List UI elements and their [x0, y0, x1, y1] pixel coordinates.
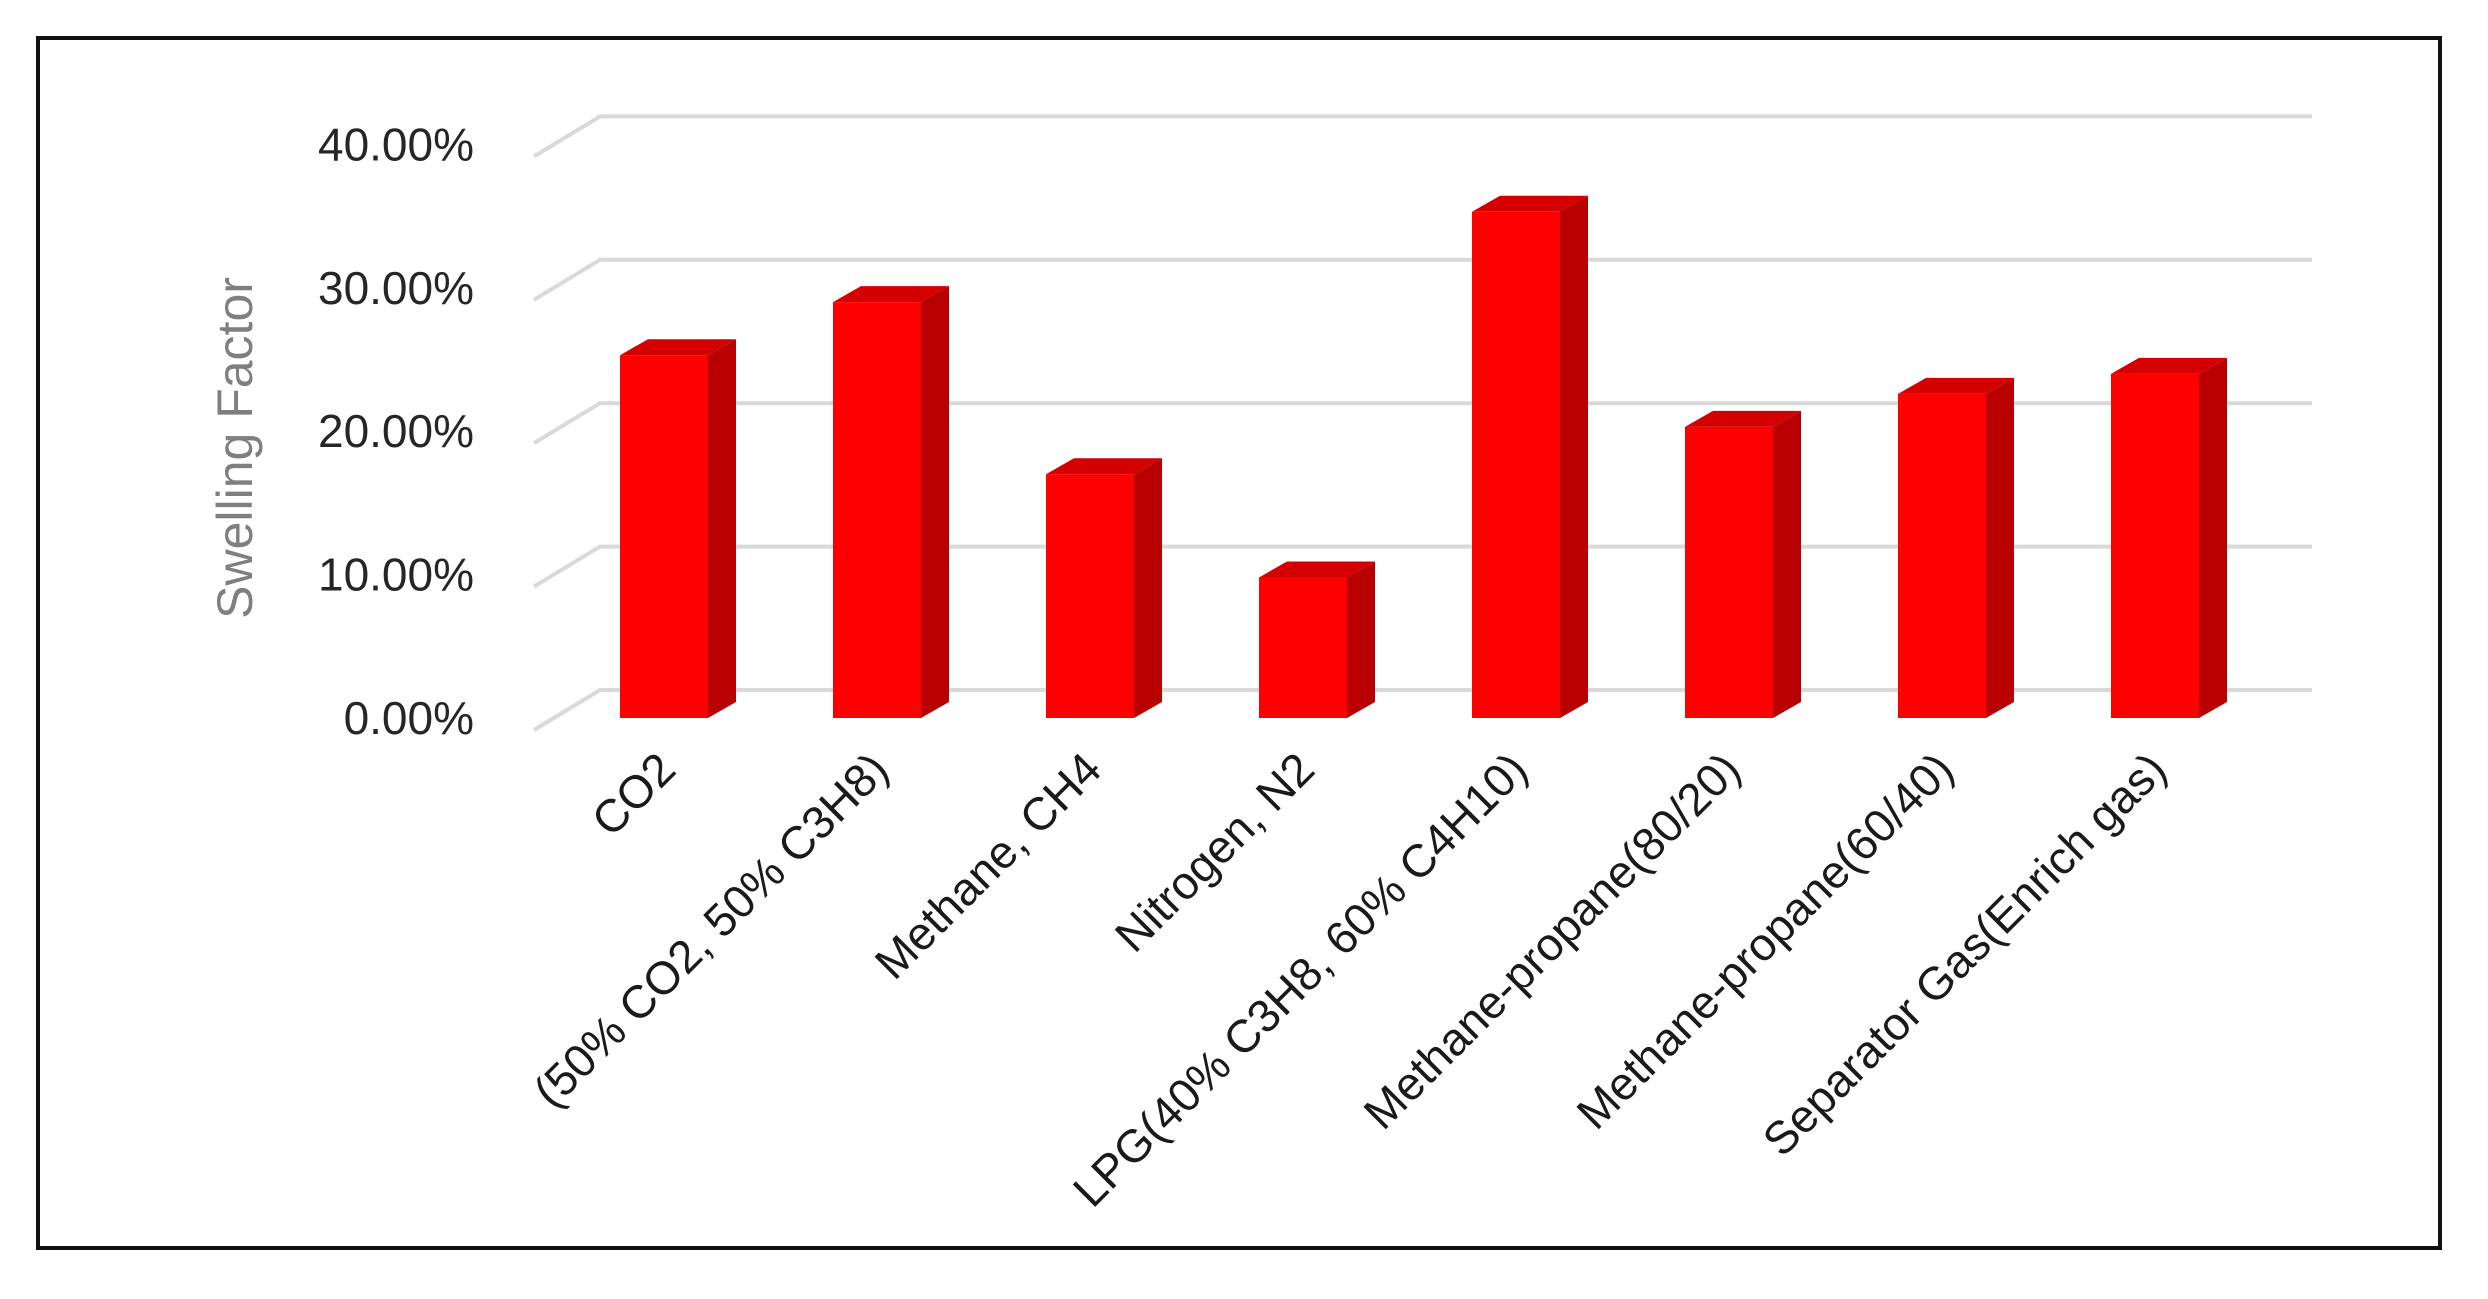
y-tick-label: 40.00% [318, 118, 474, 170]
bars [620, 195, 2227, 719]
bar-top [1898, 377, 2014, 394]
y-tick-label: 20.00% [318, 405, 474, 457]
gridline [532, 688, 2312, 732]
gridline [532, 401, 2312, 445]
bar [620, 339, 736, 718]
x-category-label: Methane-propane(80/20) [1353, 742, 1750, 1139]
bar-side [1560, 195, 1588, 719]
bar-front [1046, 474, 1134, 718]
x-category-label: (50% CO2, 50% C3H8) [523, 742, 898, 1117]
bar [1685, 410, 1801, 718]
gridline [532, 544, 2312, 589]
bar [1898, 377, 2014, 718]
bar-top [2111, 357, 2227, 374]
bar-top [1259, 561, 1375, 578]
x-category-label: Separator Gas(Enrich gas) [1752, 742, 2176, 1166]
bar-top [1685, 410, 1801, 427]
y-axis-title: Swelling Factor [207, 277, 263, 619]
gridlines [532, 114, 2312, 732]
bar [2111, 357, 2227, 718]
x-axis-categories: CO2(50% CO2, 50% C3H8)Methane, CH4Nitrog… [523, 742, 2176, 1216]
gridline [532, 257, 2312, 302]
bar-front [833, 302, 921, 718]
y-tick-label: 30.00% [318, 262, 474, 314]
bar-front [1685, 426, 1773, 718]
bar-front [2111, 373, 2199, 718]
bar [1046, 458, 1162, 718]
bar [833, 286, 949, 718]
bar [1472, 195, 1588, 719]
bar-front [1472, 211, 1560, 718]
bar-top [1472, 195, 1588, 212]
bar-side [921, 286, 949, 718]
bar-side [1986, 377, 2014, 718]
bar [1259, 561, 1375, 718]
bar-side [1134, 458, 1162, 718]
bar-side [708, 339, 736, 718]
x-category-label: CO2 [581, 742, 685, 846]
x-category-label: Methane, CH4 [865, 742, 1112, 989]
x-category-label: Methane-propane(60/40) [1566, 742, 1963, 1139]
y-tick-label: 10.00% [318, 549, 474, 601]
y-tick-label: 0.00% [344, 692, 474, 744]
chart-frame [36, 36, 2442, 1250]
bar-front [1259, 577, 1347, 718]
bar-side [1347, 561, 1375, 718]
x-category-label: LPG(40% C3H8, 60% C4H10) [1063, 742, 1537, 1216]
x-category-label: Nitrogen, N2 [1105, 742, 1324, 961]
gridline [532, 114, 2312, 159]
bar-top [620, 339, 736, 356]
bar-side [1773, 410, 1801, 718]
bar-side [2199, 357, 2227, 718]
bar-top [1046, 458, 1162, 475]
bar-front [620, 355, 708, 718]
bar-top [833, 286, 949, 303]
bar-front [1898, 393, 1986, 718]
y-axis-ticks: 0.00% 10.00% 20.00% 30.00% 40.00% [318, 118, 474, 744]
